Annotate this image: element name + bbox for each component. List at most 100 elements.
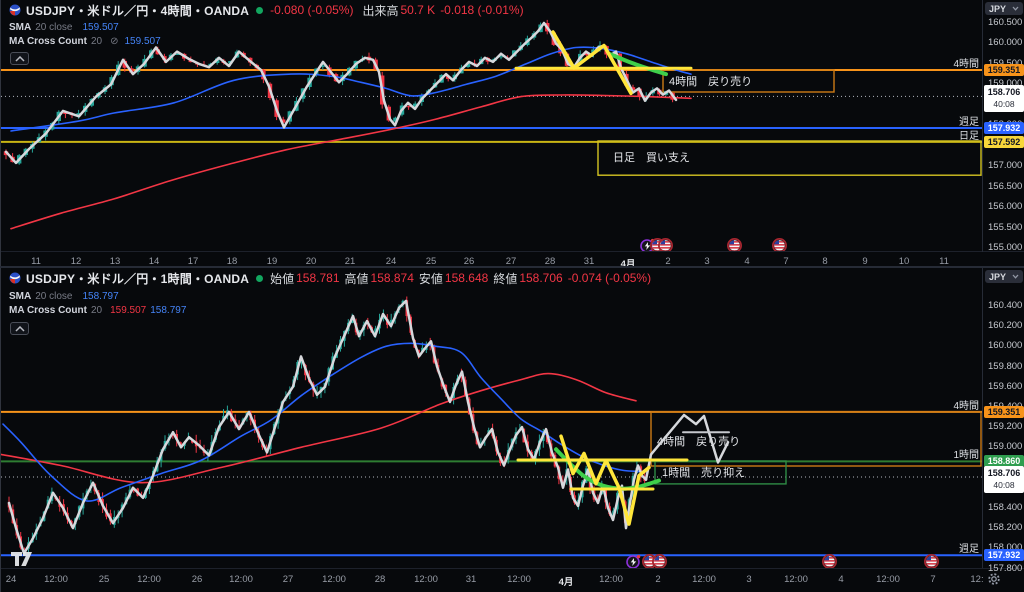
hidden-value-icon: ⊘	[110, 35, 119, 47]
time-axis-label: 24	[5, 574, 17, 585]
volume-label: 出来高	[362, 3, 399, 18]
price-axis-label: 158.200	[988, 522, 1023, 533]
sell-cap-box-label: 1時間 売り抑え	[662, 465, 745, 479]
overlay-layer-1h	[1, 268, 1024, 592]
time-axis-label: 12:00	[599, 574, 623, 585]
level-name-label: 4時間	[953, 59, 979, 70]
time-axis-label: 19	[266, 256, 278, 267]
level-name-label: 1時間	[953, 450, 979, 461]
chart-panel-1h: 4時間 戻り売り 1時間 売り抑え USDJPY・米ドル／円・1時間・OANDA …	[0, 268, 1024, 592]
price-axis-label: 155.000	[988, 242, 1023, 253]
time-axis-label: 12:00	[414, 574, 438, 585]
ma-cross-legend-row[interactable]: MA Cross Count 20 ⊘ 159.507	[9, 35, 161, 47]
price-axis-label: 159.800	[988, 361, 1023, 372]
currency-dropdown[interactable]: JPY	[985, 270, 1023, 283]
line-yellow-zigzag[interactable]	[559, 434, 651, 526]
level-price-badge: 159.351	[984, 64, 1024, 76]
collapse-legend-button[interactable]	[10, 322, 29, 335]
time-axis-label: 10	[898, 256, 910, 267]
instrument-logo-icon	[9, 4, 21, 16]
indicator-name: SMA	[9, 290, 32, 302]
sma-legend-row[interactable]: SMA 20 close 158.797	[9, 290, 119, 302]
line-ma-blue[interactable]	[10, 46, 692, 132]
indicator-params: 20 close	[35, 290, 73, 302]
indicator-params: 20 close	[35, 21, 73, 33]
gear-icon	[988, 573, 1000, 585]
level-price-badge: 157.932	[984, 122, 1024, 134]
price-axis-label: 157.800	[988, 563, 1023, 574]
price-axis-label: 160.200	[988, 320, 1023, 331]
time-axis-label: 12:	[970, 574, 984, 585]
line-zigzag-white[interactable]	[7, 299, 648, 555]
sell-cap-box[interactable]	[654, 460, 787, 485]
time-axis-label: 31	[583, 256, 595, 267]
axis-settings-button[interactable]	[987, 572, 1003, 588]
us-flag-event-icon	[822, 554, 837, 569]
time-axis-label: 27	[505, 256, 517, 267]
symbol-title[interactable]: USDJPY・米ドル／円・1時間・OANDA	[26, 271, 250, 286]
indicator-value: 158.797	[82, 290, 119, 302]
collapse-legend-button[interactable]	[10, 52, 29, 65]
low-value: 158.648	[444, 271, 489, 285]
time-axis-label: 8	[822, 256, 828, 267]
level-name-label: 週足	[959, 544, 979, 555]
time-axis-label: 12:00	[322, 574, 346, 585]
price-axis-label: 159.000	[988, 441, 1023, 452]
buy-support-box[interactable]	[597, 140, 982, 176]
level-price-badge: 157.932	[984, 549, 1024, 561]
symbol-title[interactable]: USDJPY・米ドル／円・4時間・OANDA	[26, 3, 250, 18]
sell-zone-box[interactable]	[650, 411, 982, 467]
currency-dropdown[interactable]: JPY	[985, 2, 1023, 15]
time-axis-label: 11	[939, 256, 949, 267]
chart-header-1h: USDJPY・米ドル／円・1時間・OANDA 始値 158.781 高値 158…	[9, 271, 651, 286]
line-white-projection[interactable]	[644, 413, 730, 481]
line-green-trend-line[interactable]	[607, 51, 668, 77]
open-value: 158.781	[296, 271, 340, 285]
tradingview-logo[interactable]	[11, 552, 34, 571]
line-green-trend-line[interactable]	[554, 447, 661, 491]
time-axis-label: 12:00	[507, 574, 531, 585]
chart-header-4h: USDJPY・米ドル／円・4時間・OANDA -0.080 (-0.05%) 出…	[9, 3, 524, 18]
line-ma-blue[interactable]	[2, 342, 647, 502]
time-axis-label: 3	[704, 256, 710, 267]
sma-legend-row[interactable]: SMA 20 close 159.507	[9, 21, 119, 33]
time-axis-4h[interactable]: 11 12 13 14 17 18 19 20 21 24 25 26 27 28 31 4月 2 3 4 7 8 9 10…	[1, 251, 1024, 270]
low-label: 安値	[418, 271, 443, 286]
line-ma-red[interactable]	[10, 94, 692, 230]
price-axis-label: 158.400	[988, 502, 1023, 513]
price-axis-label: 160.000	[988, 340, 1023, 351]
time-axis-label: 4	[838, 574, 844, 585]
level-price-badge: 158.860	[984, 455, 1024, 467]
open-label: 始値	[270, 271, 295, 286]
price-axis-4h[interactable]: JPY 160.500160.000159.500159.000158.5001…	[982, 0, 1024, 253]
price-axis-label: 159.000	[988, 78, 1023, 89]
panel-separator[interactable]	[0, 266, 1024, 268]
current-price-badge: 158.706 40:08	[984, 85, 1024, 112]
sell-zone-box[interactable]	[662, 69, 835, 93]
level-price-badge: 157.592	[984, 136, 1024, 148]
high-value: 158.874	[370, 271, 414, 285]
indicator-params: 20	[90, 35, 103, 47]
time-axis-1h[interactable]: 24 12:00 25 12:00 26 12:00 27 12:00 28 12:00 31 12:…	[1, 568, 1024, 592]
economic-event-icon	[626, 554, 641, 569]
price-axis-1h[interactable]: JPY 160.400 160.200 160.000 159.800 159.600 1…	[982, 268, 1024, 574]
time-axis-label: 14	[148, 256, 160, 267]
time-axis-label: 11	[31, 256, 41, 267]
price-axis-label: 158.000	[988, 542, 1023, 553]
instrument-logo-icon	[9, 272, 21, 284]
time-axis-label: 12:00	[137, 574, 161, 585]
ma-cross-legend-row[interactable]: MA Cross Count 20 159.507 158.797	[9, 304, 186, 316]
time-axis-label: 12:00	[229, 574, 253, 585]
candle-wicks	[8, 296, 646, 554]
time-axis-label: 7	[930, 574, 936, 585]
market-status-icon	[256, 6, 264, 14]
price-chart-1h[interactable]: 4時間 戻り売り 1時間 売り抑え	[1, 268, 982, 568]
time-axis-label: 28	[544, 256, 556, 267]
time-axis-label: 12:00	[876, 574, 900, 585]
time-axis-label: 7	[783, 256, 789, 267]
time-axis-label: 2	[655, 574, 661, 585]
line-ma-red[interactable]	[1, 372, 637, 484]
volume-value: 50.7 K	[400, 3, 436, 17]
